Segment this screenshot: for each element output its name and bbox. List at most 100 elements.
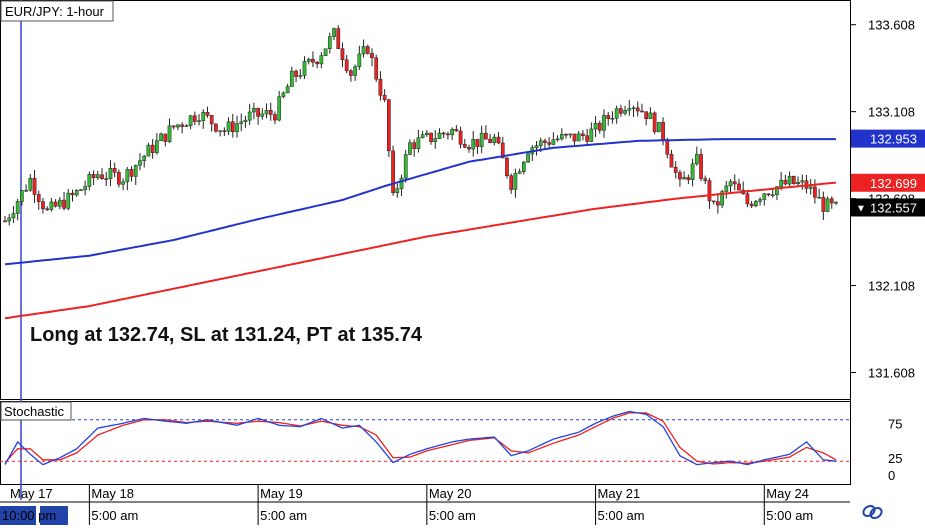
- candle-up: [289, 70, 294, 87]
- candle-up: [235, 123, 239, 132]
- candle-down: [703, 178, 708, 181]
- candle-up: [252, 108, 256, 113]
- candle-up: [87, 174, 92, 187]
- candle-up: [243, 119, 248, 123]
- candle-down: [382, 95, 387, 101]
- candle-down: [273, 114, 277, 121]
- price-label-ma_slow: 132.699: [851, 173, 925, 192]
- candle-down: [315, 61, 320, 65]
- candle-down: [716, 201, 720, 206]
- candle-down: [686, 177, 691, 180]
- main-title-box: [0, 0, 114, 22]
- candle-up: [357, 53, 362, 67]
- candle-down: [791, 175, 796, 184]
- candle-up: [648, 112, 653, 120]
- stoch-axis-label: 0: [888, 468, 895, 483]
- candle-up: [20, 190, 24, 202]
- date-label: May 19: [260, 486, 303, 501]
- candle-down: [32, 177, 37, 195]
- candle-up: [551, 139, 556, 145]
- price-axis-label: 132.108: [868, 279, 915, 294]
- candle-down: [564, 133, 568, 136]
- price-label-value: 132.953: [870, 132, 917, 147]
- candle-up: [521, 161, 526, 172]
- candle-up: [779, 179, 784, 188]
- price-axis-label: 133.108: [868, 105, 915, 120]
- time-label: 5:00 am: [91, 508, 138, 523]
- candle-down: [543, 140, 547, 143]
- candle-up: [57, 199, 62, 207]
- candle-down: [100, 174, 104, 179]
- candle-up: [471, 139, 476, 150]
- time-label: 10:00 pm: [2, 508, 56, 523]
- candle-up: [800, 180, 805, 183]
- price-axis-label: 131.608: [868, 366, 915, 381]
- candle-up: [327, 36, 332, 49]
- candle-down: [644, 111, 649, 120]
- candle-down: [230, 121, 235, 132]
- candle-down: [766, 193, 771, 196]
- date-label: May 21: [598, 486, 641, 501]
- stoch-d-line: [4, 412, 837, 465]
- candle-up: [555, 138, 560, 141]
- candle-up: [74, 190, 79, 196]
- time-cursor-highlight: [0, 506, 36, 525]
- candle-down: [462, 144, 467, 148]
- candle-up: [306, 58, 311, 62]
- candle-down: [70, 192, 75, 196]
- candle-down: [454, 129, 459, 132]
- candle-up: [197, 120, 201, 122]
- stoch-axis-label: 75: [888, 416, 902, 431]
- candle-up: [49, 201, 54, 210]
- candle-down: [547, 142, 552, 145]
- candle-up: [408, 142, 412, 155]
- candle-up: [184, 125, 189, 127]
- candle-up: [108, 168, 113, 179]
- candle-up: [188, 115, 193, 126]
- candle-up: [437, 132, 442, 139]
- candle-up: [420, 134, 425, 139]
- candle-up: [568, 133, 573, 136]
- candle-down: [707, 180, 712, 202]
- candle-up: [762, 193, 767, 200]
- price-label-ma_fast: 132.953: [851, 129, 925, 148]
- candle-down: [821, 196, 826, 212]
- candle-up: [538, 140, 543, 146]
- candle-up: [361, 46, 366, 55]
- candle-up: [817, 196, 821, 199]
- candle-down: [150, 144, 155, 153]
- candle-up: [682, 177, 686, 180]
- candle-up: [720, 191, 724, 206]
- link-icon[interactable]: [862, 504, 884, 520]
- candle-down: [488, 138, 492, 143]
- candle-up: [631, 107, 636, 110]
- candle-down: [699, 154, 703, 179]
- candle-down: [256, 108, 260, 117]
- trade-annotation: Long at 132.74, SL at 131.24, PT at 135.…: [30, 324, 423, 346]
- candle-down: [268, 110, 273, 115]
- candle-up: [610, 117, 615, 120]
- candle-up: [602, 115, 606, 131]
- date-label: May 18: [91, 486, 134, 501]
- candle-down: [3, 220, 7, 223]
- candle-up: [796, 181, 800, 184]
- candle-up: [559, 133, 564, 140]
- candle-up: [492, 136, 497, 143]
- candle-down: [53, 201, 58, 207]
- candle-up: [7, 217, 12, 222]
- main-title: EUR/JPY: 1-hour: [5, 4, 105, 19]
- candle-up: [24, 189, 28, 192]
- candle-up: [247, 111, 252, 121]
- moving-average-fast-line: [4, 138, 836, 266]
- main-chart-layer: [3, 25, 838, 320]
- price-label-box: [851, 129, 925, 148]
- candle-up: [513, 173, 518, 190]
- candle-up: [627, 108, 632, 111]
- candle-up: [728, 181, 733, 187]
- candle-up: [218, 130, 222, 132]
- candle-up: [517, 171, 522, 174]
- date-label: May 24: [766, 486, 809, 501]
- candle-up: [834, 201, 838, 204]
